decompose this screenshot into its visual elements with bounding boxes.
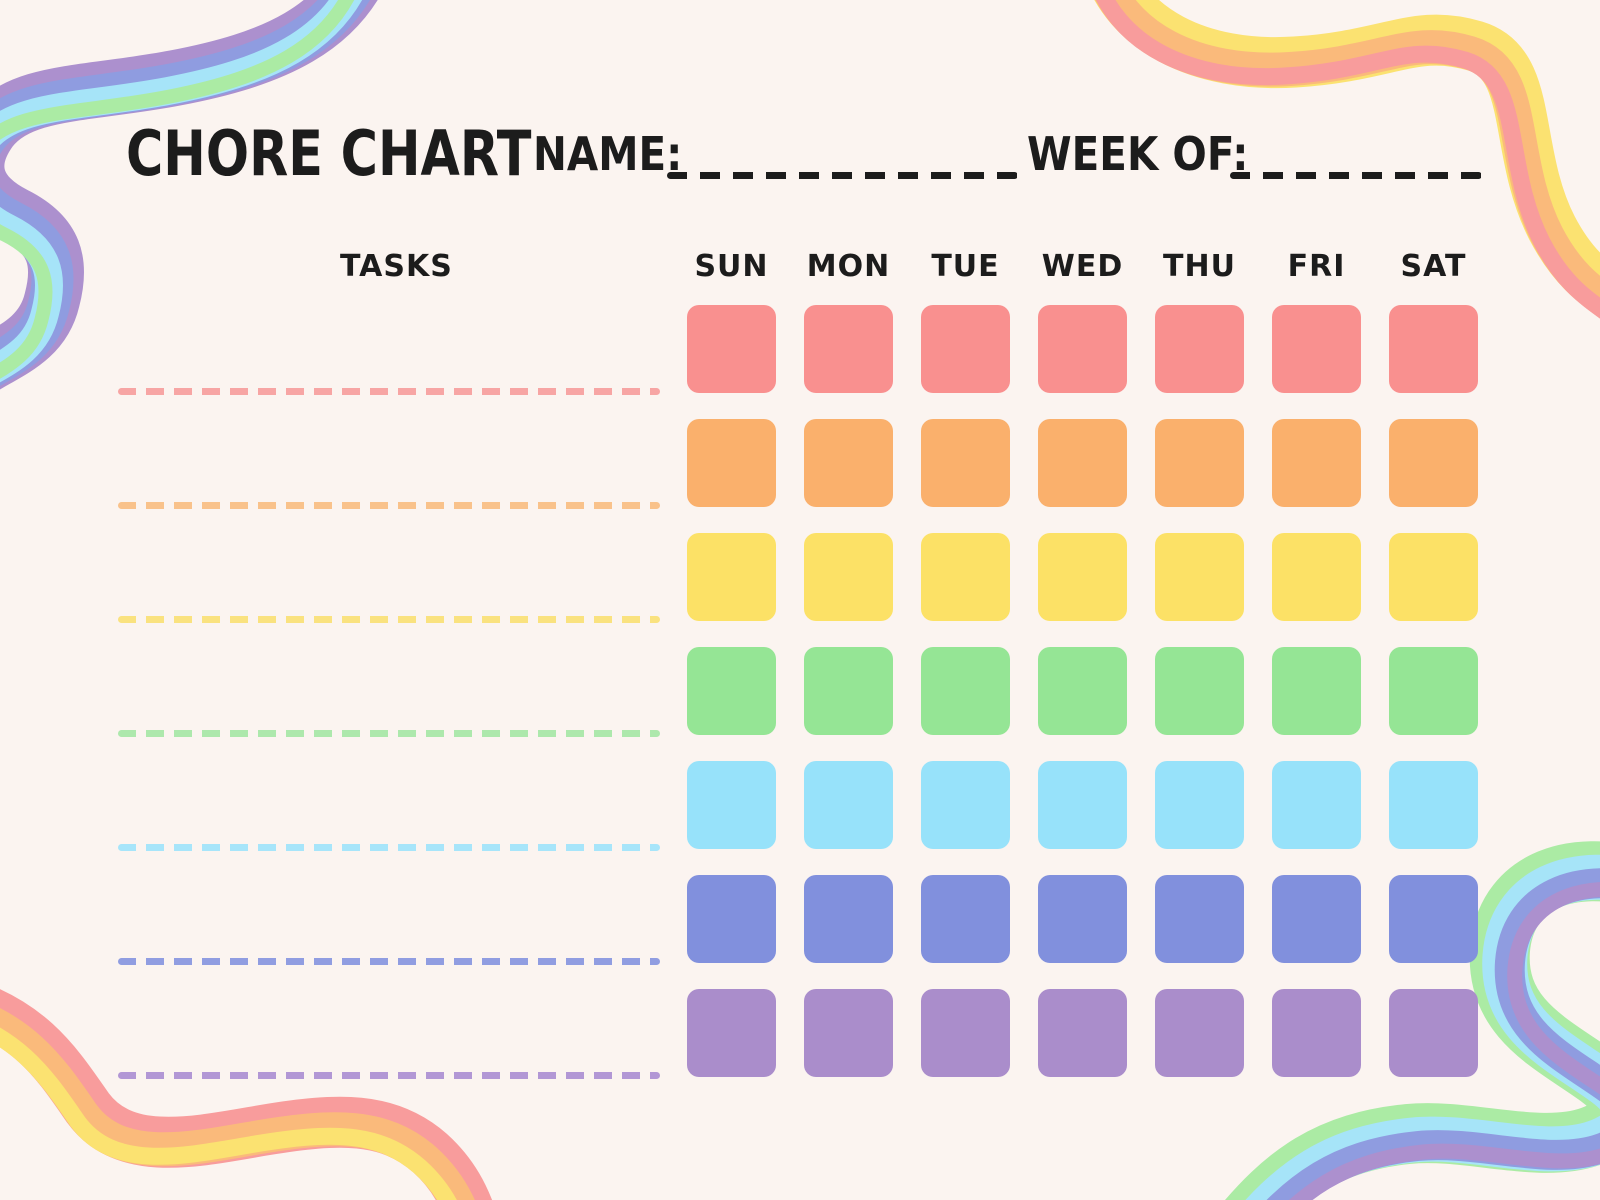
chore-cell[interactable] <box>1155 761 1244 849</box>
day-header-sun: SUN <box>694 249 769 284</box>
chore-cell[interactable] <box>1038 305 1127 393</box>
day-header-thu: THU <box>1163 249 1236 284</box>
chore-cell[interactable] <box>1389 989 1478 1077</box>
chore-cell[interactable] <box>921 419 1010 507</box>
task-input-line[interactable] <box>118 730 660 737</box>
chore-cell[interactable] <box>1389 875 1478 963</box>
chore-cell[interactable] <box>1038 761 1127 849</box>
task-input-line[interactable] <box>118 388 660 395</box>
chore-cell[interactable] <box>1038 533 1127 621</box>
chore-cell[interactable] <box>1389 533 1478 621</box>
rainbow-ribbon-top-left <box>0 0 378 390</box>
name-input-line[interactable] <box>667 172 1018 179</box>
chore-cell[interactable] <box>687 305 776 393</box>
rainbow-ribbon-bottom-left <box>0 989 493 1200</box>
chore-cell[interactable] <box>687 533 776 621</box>
chore-cell[interactable] <box>1155 419 1244 507</box>
chore-cell[interactable] <box>1389 419 1478 507</box>
task-input-line[interactable] <box>118 958 660 965</box>
week-of-label: WEEK OF: <box>1027 127 1249 181</box>
page-title: CHORE CHART <box>126 117 532 190</box>
day-header-mon: MON <box>806 249 891 284</box>
chore-cell[interactable] <box>1038 647 1127 735</box>
chore-cell[interactable] <box>921 761 1010 849</box>
chore-cell[interactable] <box>1272 875 1361 963</box>
chore-cell[interactable] <box>1155 533 1244 621</box>
chore-cell[interactable] <box>804 989 893 1077</box>
chore-cell[interactable] <box>1272 647 1361 735</box>
day-header-tue: TUE <box>931 249 1000 284</box>
day-header-fri: FRI <box>1287 249 1346 284</box>
chore-cell[interactable] <box>1272 989 1361 1077</box>
chore-cell[interactable] <box>687 875 776 963</box>
chore-cell[interactable] <box>1038 989 1127 1077</box>
chore-cell[interactable] <box>687 989 776 1077</box>
chore-cell[interactable] <box>687 761 776 849</box>
chore-cell[interactable] <box>1389 305 1478 393</box>
chore-cell[interactable] <box>1155 647 1244 735</box>
chore-cell[interactable] <box>921 533 1010 621</box>
chore-cell[interactable] <box>804 647 893 735</box>
day-header-sat: SAT <box>1400 249 1467 284</box>
chore-cell[interactable] <box>804 533 893 621</box>
chore-cell[interactable] <box>804 305 893 393</box>
chore-cell[interactable] <box>921 875 1010 963</box>
chore-cell[interactable] <box>804 875 893 963</box>
task-input-line[interactable] <box>118 1072 660 1079</box>
task-input-line[interactable] <box>118 502 660 509</box>
chore-cell[interactable] <box>921 305 1010 393</box>
chore-cell[interactable] <box>921 989 1010 1077</box>
chore-cell[interactable] <box>1272 419 1361 507</box>
chore-cell[interactable] <box>804 419 893 507</box>
rainbow-ribbon-bottom-right <box>1225 841 1600 1200</box>
chore-cell[interactable] <box>921 647 1010 735</box>
chore-cell[interactable] <box>687 419 776 507</box>
chore-cell[interactable] <box>804 761 893 849</box>
rainbow-ribbon-top-right <box>1094 0 1600 319</box>
chore-cell[interactable] <box>1389 761 1478 849</box>
chore-cell[interactable] <box>1038 419 1127 507</box>
chore-cell[interactable] <box>687 647 776 735</box>
task-input-line[interactable] <box>118 844 660 851</box>
tasks-column-header: TASKS <box>340 249 453 284</box>
task-input-line[interactable] <box>118 616 660 623</box>
chore-cell[interactable] <box>1155 305 1244 393</box>
week-of-input-line[interactable] <box>1230 172 1482 179</box>
chore-cell[interactable] <box>1272 305 1361 393</box>
chore-cell[interactable] <box>1272 761 1361 849</box>
chore-cell[interactable] <box>1272 533 1361 621</box>
chore-cell[interactable] <box>1155 875 1244 963</box>
chore-cell[interactable] <box>1389 647 1478 735</box>
chore-cell[interactable] <box>1038 875 1127 963</box>
chore-cell[interactable] <box>1155 989 1244 1077</box>
day-header-wed: WED <box>1041 249 1124 284</box>
name-label: NAME: <box>533 127 683 181</box>
